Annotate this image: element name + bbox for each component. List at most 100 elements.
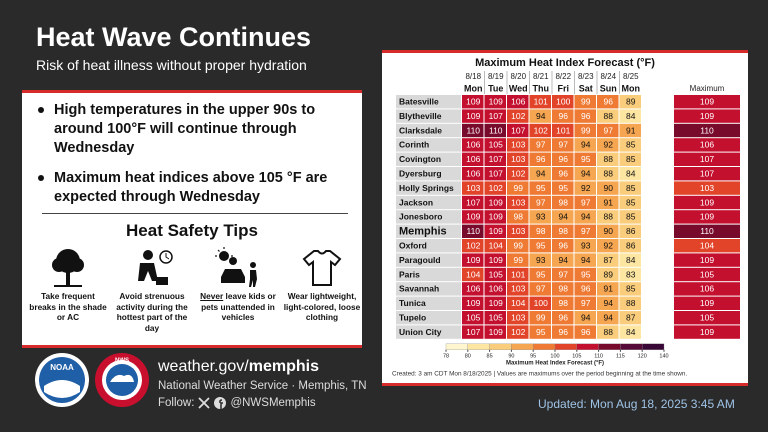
cell-value: 107 — [489, 111, 503, 121]
cell — [574, 109, 596, 123]
cell — [462, 224, 484, 238]
cell — [529, 109, 551, 123]
colorbar-tick-label: 85 — [487, 353, 493, 359]
max-cell — [674, 282, 740, 296]
worker-icon — [138, 250, 173, 285]
city-label: Batesville — [399, 96, 439, 106]
table-note: Created: 3 am CDT Mon 8/18/2025 | Values… — [392, 370, 687, 377]
colorbar-tick-label: 105 — [572, 353, 581, 359]
cell-value: 107 — [489, 168, 503, 178]
cell — [619, 138, 641, 152]
cell — [484, 210, 506, 224]
cell-value: 96 — [559, 168, 569, 178]
cell — [507, 152, 529, 166]
cell — [484, 325, 506, 339]
cell-value: 94 — [559, 255, 569, 265]
cell-value: 110 — [466, 226, 480, 236]
max-cell — [674, 311, 740, 325]
city-label: Savannah — [399, 284, 439, 294]
cell-value: 103 — [511, 226, 525, 236]
cell-value: 107 — [466, 197, 480, 207]
cell — [462, 311, 484, 325]
logo-text: NWS — [115, 358, 129, 364]
cell — [484, 181, 506, 195]
cell-value: 104 — [511, 298, 525, 308]
cell — [484, 152, 506, 166]
cell — [574, 253, 596, 267]
cell — [529, 311, 551, 325]
cell — [484, 267, 506, 282]
max-cell — [674, 167, 740, 181]
max-value: 105 — [700, 269, 714, 279]
site-bold: memphis — [248, 358, 319, 375]
cell-value: 106 — [466, 140, 480, 150]
cell-value: 94 — [581, 255, 591, 265]
max-cell — [674, 152, 740, 166]
max-value: 109 — [700, 96, 714, 106]
max-cell — [674, 239, 740, 253]
divider — [42, 213, 348, 214]
cell — [619, 195, 641, 210]
forecast-table: Maximum Heat Index Forecast (°F) 8/18 Mon… — [382, 50, 748, 386]
cell — [574, 95, 596, 109]
cell — [619, 239, 641, 253]
cell — [574, 325, 596, 339]
noaa-logo: NOAA — [35, 353, 89, 407]
cell-value: 85 — [626, 183, 636, 193]
cell — [462, 267, 484, 282]
x-icon — [198, 397, 211, 409]
bullet: High temperatures in the upper 90s to ar… — [36, 101, 354, 158]
cell-value: 92 — [604, 140, 614, 150]
cell — [462, 95, 484, 109]
cell — [507, 195, 529, 210]
colorbar-tick-label: 80 — [465, 353, 471, 359]
cell — [507, 181, 529, 195]
cell — [507, 167, 529, 181]
cell — [552, 239, 574, 253]
cell — [552, 253, 574, 267]
cell-value: 93 — [536, 212, 546, 222]
city-label: Blytheville — [399, 111, 442, 121]
updated: Updated: Mon Aug 18, 2025 3:45 AM — [538, 397, 735, 411]
tip-caption: Avoid strenuous activity during the hott… — [116, 291, 188, 333]
max-value: 109 — [700, 212, 714, 222]
cell — [529, 282, 551, 296]
cell-value: 107 — [466, 327, 480, 337]
max-cell — [674, 138, 740, 152]
cell-value: 104 — [466, 269, 480, 279]
cell — [552, 267, 574, 282]
colorbar-tick-label: 140 — [659, 353, 668, 359]
cell-value: 99 — [581, 96, 591, 106]
nws-logo: NWS — [95, 353, 149, 407]
shirt-icon — [302, 250, 342, 286]
colorbar-label: Maximum Heat Index Forecast (°F) — [506, 360, 604, 366]
max-cell — [674, 224, 740, 238]
cell-value: 109 — [489, 197, 503, 207]
cell-value: 98 — [559, 284, 569, 294]
cell-value: 85 — [626, 284, 636, 294]
tips-title: Heat Safety Tips — [126, 221, 258, 240]
cell-value: 105 — [489, 269, 503, 279]
cell — [507, 296, 529, 310]
max-value: 109 — [700, 197, 714, 207]
cell-value: 84 — [626, 168, 636, 178]
cell-value: 107 — [489, 154, 503, 164]
cell-value: 95 — [536, 327, 546, 337]
tip-caption: Wear lightweight, light-colored, loose c… — [283, 291, 361, 322]
cell-value: 103 — [511, 154, 525, 164]
cell-value: 109 — [466, 212, 480, 222]
cell-value: 109 — [489, 226, 503, 236]
cell — [574, 138, 596, 152]
day-label: Mon — [622, 83, 641, 93]
colorbar-segment — [511, 343, 534, 350]
max-value: 105 — [700, 312, 714, 322]
cell-value: 106 — [466, 284, 480, 294]
day-label: Fri — [557, 83, 569, 93]
cell — [619, 109, 641, 123]
cell — [597, 267, 619, 282]
cell-value: 105 — [489, 312, 503, 322]
cell-value: 94 — [581, 212, 591, 222]
day-label: Mon — [464, 83, 483, 93]
city-cell — [396, 152, 461, 166]
